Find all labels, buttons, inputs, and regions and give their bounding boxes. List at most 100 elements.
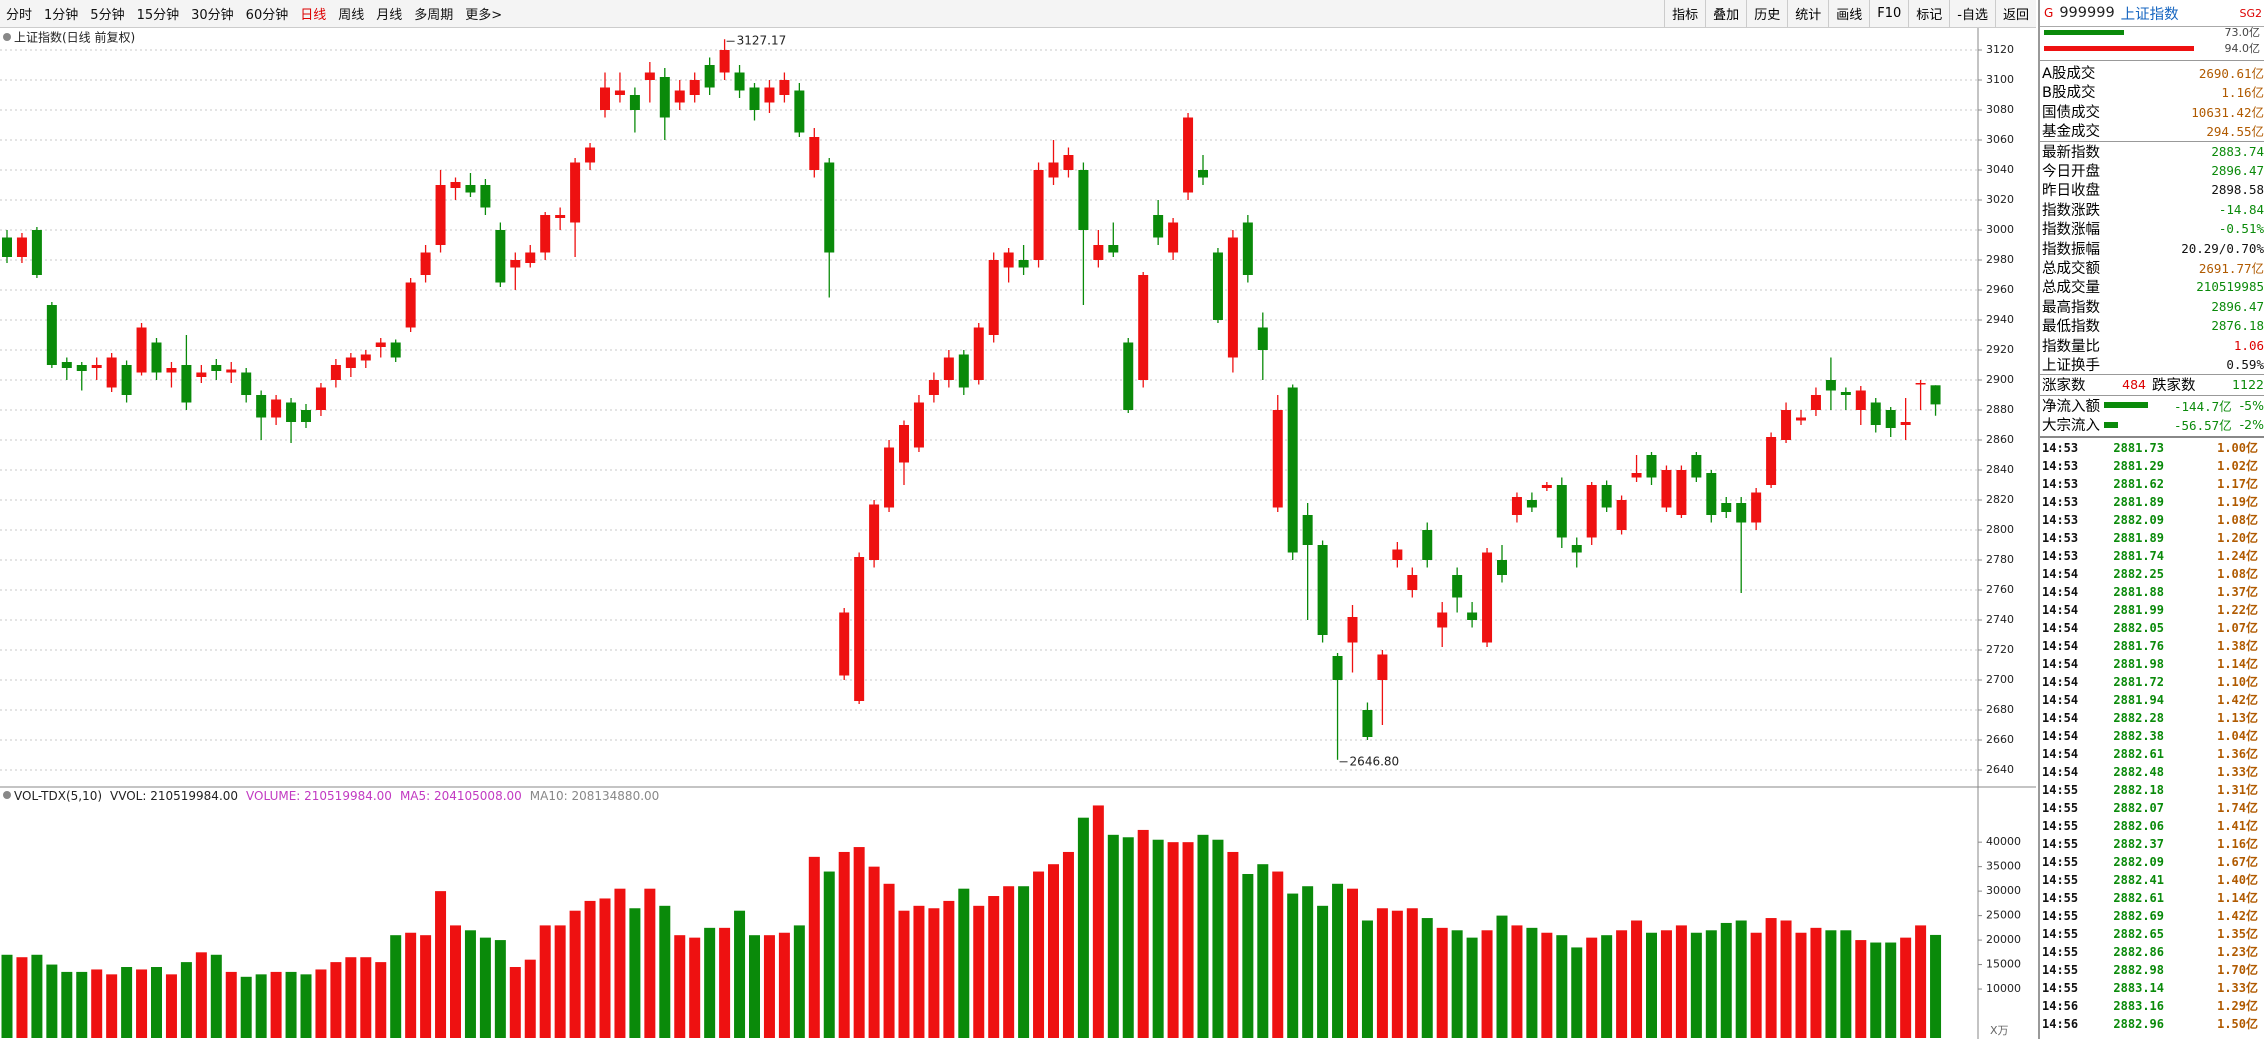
candle-body [809, 137, 820, 170]
tool-button[interactable]: F10 [1869, 0, 1908, 27]
volume-bar [345, 957, 357, 1038]
volume-bar [1272, 871, 1284, 1038]
tool-button[interactable]: -自选 [1949, 0, 1995, 27]
stat-row: 指数涨跌 -14.84 [2040, 200, 2264, 219]
volume-bar [390, 935, 402, 1038]
y-tick-label: 2700 [1986, 673, 2014, 686]
period-button[interactable]: 15分钟 [136, 8, 180, 23]
candle-body [1511, 497, 1522, 515]
candle-body [1078, 170, 1089, 230]
tick-row: 14:55 2882.06 1.41亿 [2040, 817, 2262, 835]
annotation: 2646.80 [1350, 754, 1400, 768]
y-tick-label: 2840 [1986, 463, 2014, 476]
volume-bar [569, 910, 581, 1038]
candle-body [1586, 485, 1597, 538]
stat-value: 0.59% [2226, 357, 2264, 372]
candle-body [629, 95, 640, 110]
candle-body [480, 185, 491, 208]
period-button[interactable]: 多周期 [414, 8, 454, 23]
tick-volume: 1.33亿 [2217, 765, 2258, 780]
candle-body [256, 395, 267, 418]
y-tick-label: 2940 [1986, 313, 2014, 326]
tick-row: 14:54 2882.61 1.36亿 [2040, 745, 2262, 763]
volume-bar [1361, 920, 1373, 1038]
tick-row: 14:54 2882.38 1.04亿 [2040, 727, 2262, 745]
tick-volume: 1.04亿 [2217, 729, 2258, 744]
period-button[interactable]: 30分钟 [191, 8, 234, 23]
candle-body [1601, 485, 1612, 508]
volume-bar [165, 974, 177, 1038]
tick-volume: 1.33亿 [2217, 981, 2258, 996]
volume-bar [719, 927, 731, 1038]
volume-bar [420, 935, 432, 1038]
volume-bar [1541, 932, 1553, 1038]
stat-row: 最低指数 2876.18 [2040, 316, 2264, 335]
tool-button[interactable]: 统计 [1787, 0, 1828, 27]
period-button[interactable]: 5分钟 [90, 8, 125, 23]
stat-value: 210519985 [2196, 279, 2264, 295]
candle-body [1825, 380, 1836, 391]
volume-bar [1780, 920, 1792, 1038]
candle-body [1317, 545, 1328, 635]
y-tick-label: 25000 [1986, 909, 2021, 922]
y-tick-label: 35000 [1986, 860, 2021, 873]
volume-bar [1496, 915, 1508, 1038]
volume-title-name: VOL-TDX(5,10) [14, 789, 102, 803]
tick-price: 2882.65 [2113, 926, 2164, 941]
y-tick-label: 3040 [1986, 163, 2014, 176]
tick-price: 2882.86 [2113, 944, 2164, 959]
tick-row: 14:54 2882.28 1.13亿 [2040, 709, 2262, 727]
tick-price: 2882.69 [2113, 908, 2164, 923]
tick-row: 14:55 2882.86 1.23亿 [2040, 943, 2262, 961]
tool-button[interactable]: 标记 [1908, 0, 1949, 27]
y-tick-label: 2760 [1986, 583, 2014, 596]
volume-bar [838, 851, 850, 1038]
period-button[interactable]: 1分钟 [44, 8, 79, 23]
candle-body [1302, 515, 1313, 545]
tick-volume: 1.14亿 [2217, 657, 2258, 672]
tick-row: 14:55 2882.37 1.16亿 [2040, 835, 2262, 853]
candle-body [1616, 500, 1627, 530]
tick-row: 14:55 2882.18 1.31亿 [2040, 781, 2262, 799]
breadth-row: 涨家数 484 跌家数 1122 [2040, 375, 2264, 394]
period-button[interactable]: 月线 [376, 8, 403, 23]
stat-value: -14.84 [2218, 201, 2264, 217]
tool-button[interactable]: 叠加 [1705, 0, 1746, 27]
volume-bar [1347, 888, 1358, 1038]
tick-volume: 1.02亿 [2217, 459, 2258, 474]
candle-body [375, 342, 386, 347]
volume-bar [644, 888, 656, 1038]
tick-time: 14:53 [2042, 476, 2079, 491]
stat-row: 指数涨幅 -0.51% [2040, 219, 2264, 238]
period-button[interactable]: 分时 [6, 8, 33, 23]
tick-row: 14:55 2882.07 1.74亿 [2040, 799, 2262, 817]
volume-bar [988, 896, 1000, 1038]
tool-button[interactable]: 指标 [1664, 0, 1705, 27]
tick-row: 14:53 2881.73 1.00亿 [2040, 439, 2262, 457]
candle-body [555, 215, 566, 218]
tool-button[interactable]: 返回 [1994, 0, 2036, 27]
stat-label: 指数量比 [2042, 338, 2100, 355]
candle-body [286, 402, 297, 422]
candle-body [1855, 390, 1866, 410]
y-tick-label: 2740 [1986, 613, 2014, 626]
volume-bar [1870, 942, 1882, 1038]
period-button[interactable]: 60分钟 [245, 8, 289, 23]
period-button[interactable]: 更多> [465, 8, 503, 23]
volume-bar [1122, 837, 1134, 1038]
tool-button[interactable]: 历史 [1746, 0, 1787, 27]
candle-body [540, 215, 551, 253]
period-button[interactable]: 日线 [300, 8, 327, 23]
period-button[interactable]: 周线 [338, 8, 365, 23]
volume-bar [928, 908, 940, 1038]
candle-body [315, 387, 326, 410]
y-tick-label: 2820 [1986, 493, 2014, 506]
stat-row: 国债成交 10631.42亿 [2040, 102, 2264, 121]
volume-bar [435, 891, 447, 1038]
stat-value: 1.06 [2233, 337, 2264, 353]
separator [2040, 394, 2264, 396]
volume-bar [1705, 930, 1717, 1038]
candle-body [1123, 342, 1134, 410]
tool-button[interactable]: 画线 [1828, 0, 1869, 27]
tick-row: 14:54 2882.48 1.33亿 [2040, 763, 2262, 781]
